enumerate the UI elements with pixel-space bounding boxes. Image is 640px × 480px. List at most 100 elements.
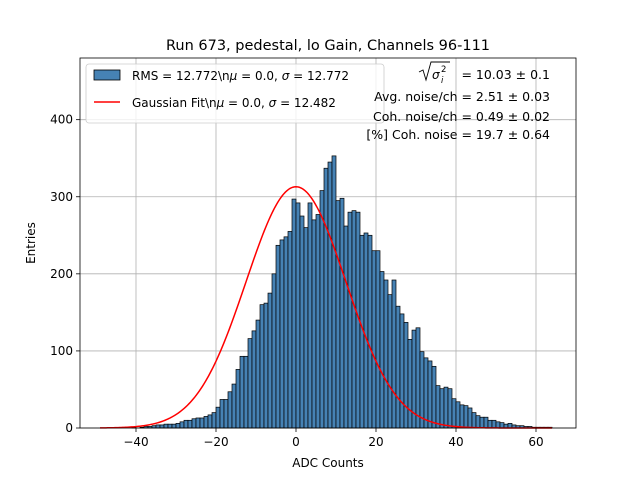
histogram-bar [215, 406, 221, 429]
legend-fit-part-2: = 0.0, [224, 96, 268, 110]
histogram-bar [279, 239, 285, 429]
histogram-bar [351, 210, 357, 429]
histogram-bar [247, 338, 253, 429]
legend-fit-sigma: σ [269, 96, 277, 110]
legend-swatch-histogram [93, 69, 121, 81]
stats-line-coh-noise: Coh. noise/ch = 0.49 ± 0.02 [373, 109, 550, 124]
histogram-bar [263, 302, 269, 429]
histogram-bar [399, 313, 405, 429]
legend-histogram-mu: μ [229, 69, 238, 83]
histogram-bar [467, 407, 473, 429]
chart-title: Run 673, pedestal, lo Gain, Channels 96-… [166, 38, 490, 54]
x-tick-label: 60 [528, 435, 543, 449]
histogram-bar [231, 383, 237, 429]
legend-histogram-part-4: = 12.772 [289, 69, 349, 83]
legend-fit-mu: μ [216, 96, 225, 110]
histogram-bar [451, 398, 457, 429]
stats-sigma-subscript: i [441, 76, 444, 86]
histogram-bar [307, 202, 313, 429]
histogram-bar [259, 304, 265, 429]
histogram-bar [447, 388, 453, 429]
histogram-bar [499, 422, 505, 429]
histogram-bar [243, 355, 249, 429]
legend-histogram-part-0: RMS = 12.772\n [132, 69, 230, 83]
histogram-bar [283, 236, 289, 429]
histogram-bar [347, 211, 353, 429]
histogram-bar [491, 419, 497, 429]
stats-line-coh-percent: [%] Coh. noise = 19.7 ± 0.64 [366, 127, 550, 142]
histogram-bar [363, 232, 369, 429]
histogram-bar [435, 385, 441, 429]
histogram-bar [179, 421, 185, 429]
histogram-bar [291, 198, 297, 429]
histogram-bar [331, 155, 337, 429]
radical-sign [418, 61, 450, 82]
legend-histogram-part-2: = 0.0, [237, 69, 281, 83]
x-axis-label: ADC Counts [292, 456, 364, 470]
histogram-bar [275, 244, 281, 429]
legend-label-fit: Gaussian Fit\nμ = 0.0, σ = 12.482 [132, 96, 336, 110]
histogram-bar [187, 419, 193, 429]
histogram-bar [311, 219, 317, 429]
stats-sigma-superscript: 2 [441, 65, 446, 75]
histogram-bar [383, 279, 389, 429]
histogram-bar [443, 386, 449, 429]
histogram-bar [479, 416, 485, 429]
legend-label-histogram: RMS = 12.772\nμ = 0.0, σ = 12.772 [132, 69, 349, 83]
histogram-bar [235, 369, 241, 429]
stats-line-avg-noise: Avg. noise/ch = 2.51 ± 0.03 [374, 89, 550, 104]
histogram-bar [407, 339, 413, 429]
histogram-bar [463, 405, 469, 429]
stats-line-sigma: = 10.03 ± 0.1 [461, 67, 550, 82]
histogram-bar [295, 202, 301, 429]
histogram-bar [303, 227, 309, 429]
x-tick-label: 20 [368, 435, 383, 449]
x-axis-ticks: −40 −20 0 20 40 60 [123, 428, 544, 449]
histogram-bar [387, 294, 393, 429]
histogram-bar [155, 424, 161, 429]
histogram-bar [323, 167, 329, 429]
histogram-bar [207, 414, 213, 429]
x-tick-label: 40 [448, 435, 463, 449]
histogram-bar [423, 357, 429, 429]
histogram-bar [255, 319, 261, 429]
histogram-bar [371, 250, 377, 429]
legend: RMS = 12.772\nμ = 0.0, σ = 12.772 Gaussi… [85, 63, 385, 124]
histogram-bar [495, 421, 501, 429]
y-tick-label: 200 [50, 267, 73, 281]
stats-annotation: σ 2 i = 10.03 ± 0.1 Avg. noise/ch = 2.51… [366, 61, 550, 142]
histogram-bar [335, 200, 341, 429]
histogram-bar [319, 190, 325, 429]
stats-sigma-glyph: σ [432, 68, 440, 82]
y-axis-label: Entries [24, 222, 38, 264]
x-tick-label: −40 [123, 435, 148, 449]
stats-sqrt-symbol: σ 2 i [418, 61, 450, 86]
histogram-bar [167, 423, 173, 429]
histogram-bar [431, 365, 437, 429]
histogram-bar [455, 401, 461, 429]
histogram-bar [403, 322, 409, 429]
histogram-bar [195, 417, 201, 429]
histogram-bar [271, 273, 277, 429]
histogram-bar [223, 399, 229, 429]
histogram-bar [191, 418, 197, 429]
histogram-bar [367, 234, 373, 429]
histogram-bar [227, 391, 233, 429]
histogram-bar [287, 231, 293, 429]
histogram-bar [379, 271, 385, 429]
histogram-bar [219, 399, 225, 429]
histogram-bar [251, 330, 257, 429]
plot-frame [79, 57, 577, 429]
histogram-bar [183, 419, 189, 429]
histogram-bar [391, 279, 397, 429]
y-axis-ticks: 0 100 200 300 400 [50, 113, 80, 435]
histogram-bar [159, 424, 165, 429]
histogram-bar [299, 215, 305, 429]
histogram-bar [459, 404, 465, 429]
histogram-bar [415, 327, 421, 429]
legend-fit-part-0: Gaussian Fit\n [132, 96, 217, 110]
histogram-bar [375, 250, 381, 429]
histogram-bar [475, 415, 481, 429]
x-tick-label: −20 [203, 435, 228, 449]
histogram-bar [239, 355, 245, 429]
